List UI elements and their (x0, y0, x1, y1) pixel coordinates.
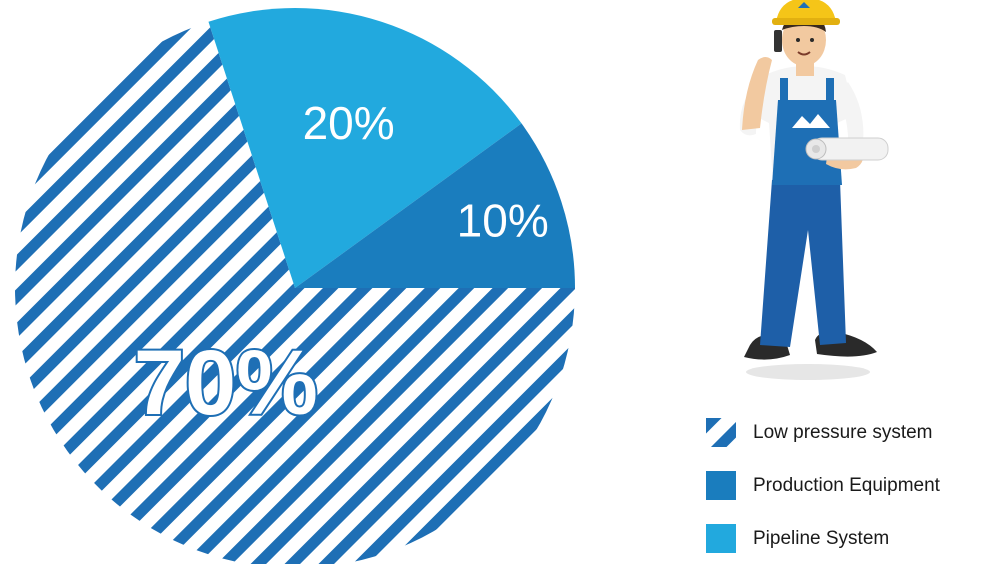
pie-label-10pct: 10% (457, 195, 549, 247)
legend-label: Production Equipment (753, 474, 940, 496)
legend-item-pipeline-system: Pipeline System (706, 524, 996, 553)
pie-slices (15, 7, 575, 564)
legend-label: Pipeline System (753, 527, 890, 549)
legend: Low pressure system Production Equipment… (706, 418, 996, 553)
legend-label: Low pressure system (753, 421, 933, 443)
stripes-swatch-icon (706, 418, 736, 447)
pie-labels: 70% 20% 10% (132, 97, 549, 436)
pie-chart: 70% 20% 10% (15, 7, 575, 564)
pie-label-70pct: 70% (134, 332, 318, 434)
solid-swatch-icon (706, 471, 736, 500)
pie-slice-production-equipment (295, 123, 575, 288)
legend-item-production-equipment: Production Equipment (706, 471, 996, 500)
pie-slice-low-pressure-system (15, 21, 575, 564)
legend-item-low-pressure: Low pressure system (706, 418, 996, 447)
pie-slice-pipeline-system (208, 7, 522, 288)
worker-illustration (739, 0, 889, 380)
pie-label-20pct: 20% (303, 97, 395, 149)
solid-swatch-icon (706, 524, 736, 553)
